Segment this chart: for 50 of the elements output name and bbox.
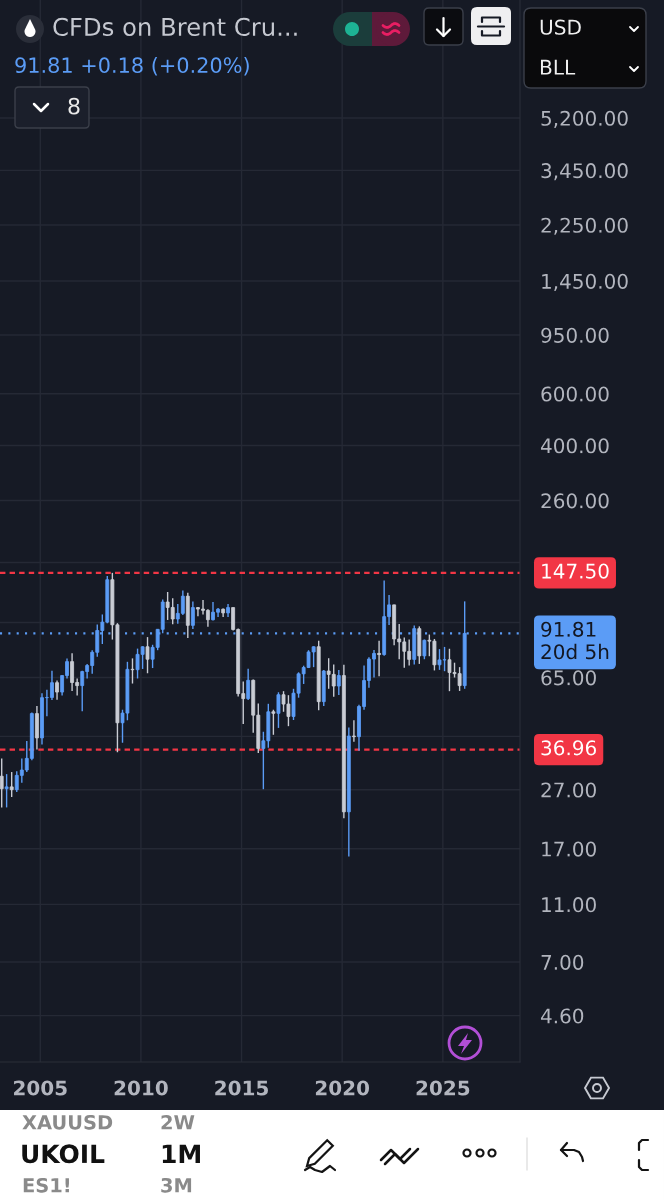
candlestick [276,691,281,729]
candlestick [9,771,14,798]
text: 1M [162,1144,200,1163]
candlestick [271,709,276,736]
x-tick-label: 2015 [215,1080,268,1096]
y-tick-label: 4.60 [540,1008,584,1024]
candlestick [336,669,341,696]
y-tick-label: 1,450.00 [542,273,628,291]
y-tick-label: 5,200.00 [541,110,628,128]
candlestick [70,652,75,692]
candlestick [180,589,185,616]
text: CFDs on Brent Cru... [53,17,297,37]
y-tick-label: 7.00 [541,954,584,970]
x-tick-label: 2010 [114,1080,168,1096]
x-tick-label: 2020 [315,1080,370,1096]
y-tick-label: 950.00 [541,327,609,343]
candlestick [331,663,336,698]
candlestick [190,600,195,630]
candlestick [130,657,135,685]
candlestick [351,719,356,743]
y-tick-label: 27.00 [541,782,596,798]
y-tick-label: 65.00 [541,670,596,686]
y-tick-label: 260.00 [541,493,609,509]
y-tick-label: 11.00 [542,897,596,913]
candlestick [4,773,9,809]
ref-line-label: 147.50 [542,563,609,579]
ref-line-label: 36.96 [541,740,596,756]
y-tick-label: 3,450.00 [541,163,628,181]
x-tick-label: 2005 [14,1080,67,1096]
candlestick [145,636,150,674]
candlestick [0,757,4,809]
text: USD [540,19,581,35]
text: 3M [161,1177,192,1193]
x-tick-label: 2025 [416,1080,470,1096]
text: 91.81 +0.18 (+0.20%) [15,56,249,76]
candlestick [170,597,175,625]
annotation: 8 [68,97,80,115]
y-tick-label: 17.00 [542,841,596,857]
candlestick [246,668,251,701]
ref-line-label: 91.81 20d 5h [541,621,609,660]
text: UKOIL [22,1144,105,1164]
text: ES1! [23,1177,69,1193]
candlestick [55,679,59,701]
text: 2W [161,1114,195,1130]
text: BLL [540,59,576,75]
y-tick-label: 400.00 [540,438,609,454]
text: XAUUSD [22,1114,113,1130]
y-tick-label: 2,250.00 [541,217,628,235]
y-tick-label: 600.00 [541,386,609,402]
candlestick [377,640,382,677]
